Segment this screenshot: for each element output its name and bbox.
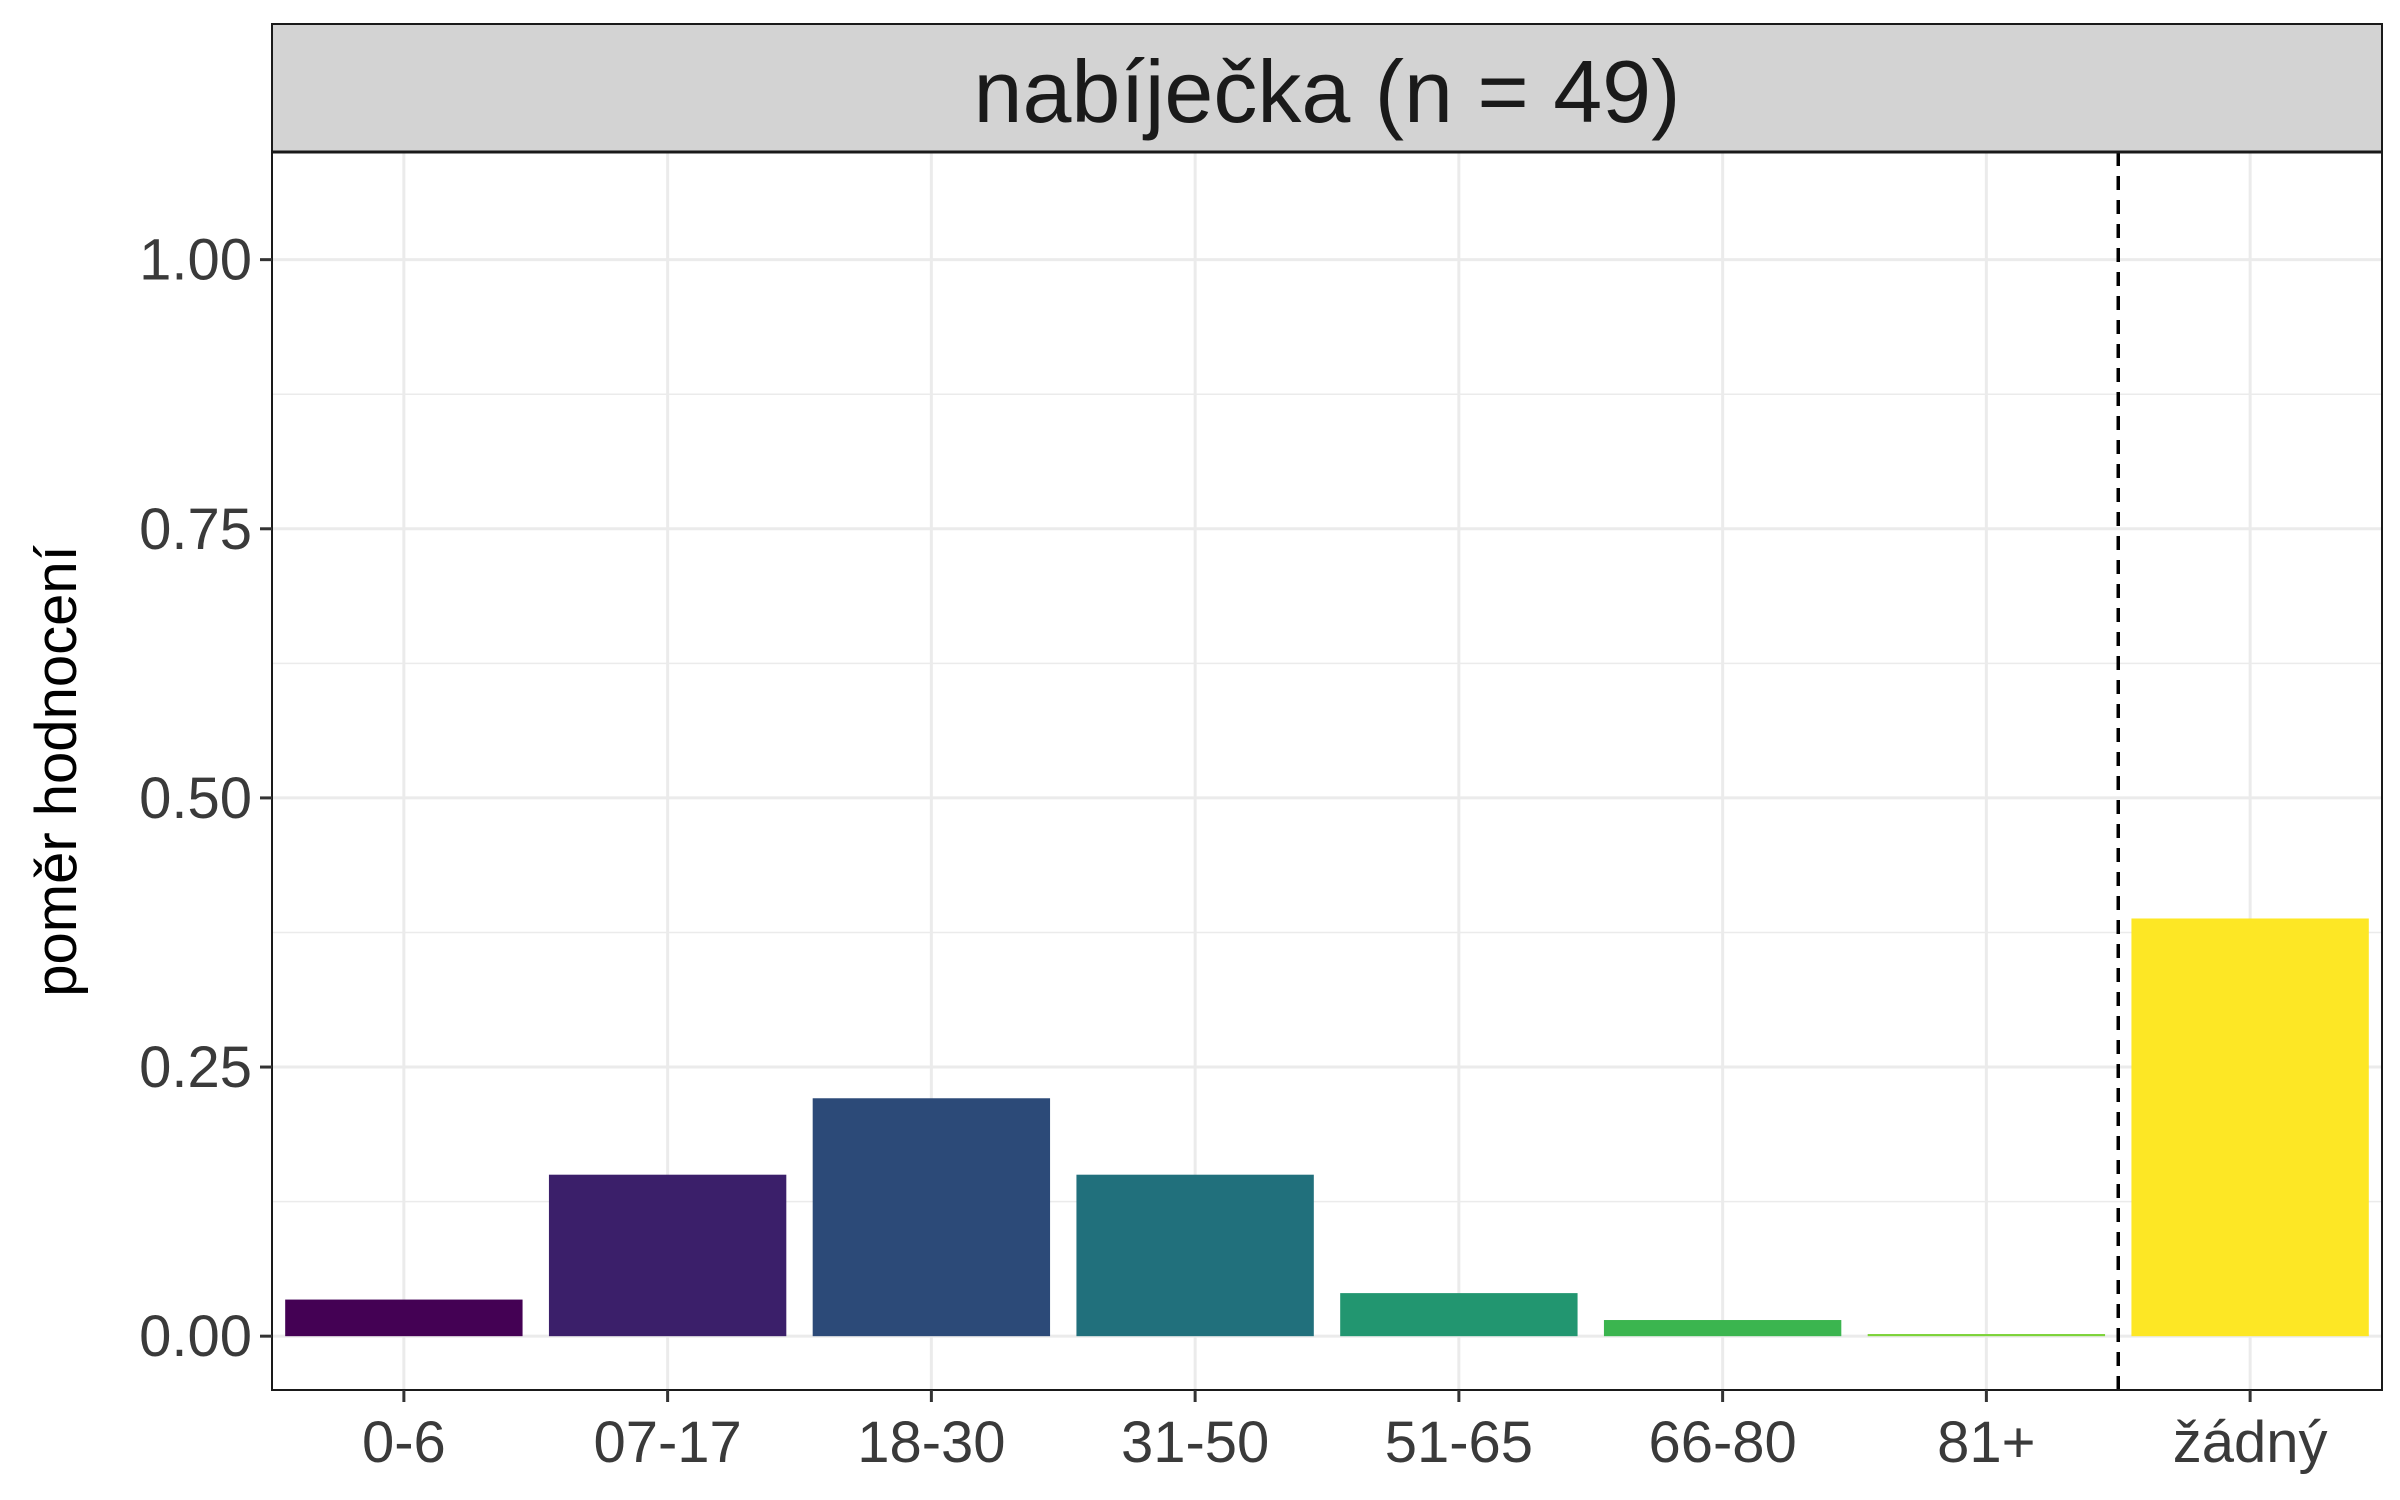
bars (285, 918, 2369, 1337)
panel-border (271, 23, 2383, 1391)
x-tick-label: 07-17 (593, 1410, 741, 1475)
bar-žádný (2131, 918, 2369, 1337)
x-tick-label: 18-30 (857, 1410, 1005, 1475)
y-tick-label: 0.50 (139, 766, 252, 831)
bar-51-65 (1340, 1293, 1578, 1337)
grid-lines (272, 152, 2382, 1390)
x-tick-label: 81+ (1937, 1410, 2035, 1475)
y-tick-label: 0.00 (139, 1304, 252, 1369)
bar-31-50 (1076, 1174, 1314, 1337)
bar-0-6 (285, 1299, 523, 1337)
x-axis: 0-6 07-17 18-30 31-50 51-65 66-80 81+ žádný (362, 1390, 2328, 1475)
x-tick-label: 66-80 (1648, 1410, 1796, 1475)
bar-18-30 (812, 1098, 1051, 1337)
x-tick-label: 51-65 (1385, 1410, 1533, 1475)
y-axis: 0.00 0.25 0.50 0.75 1.00 (139, 228, 272, 1369)
x-tick-label: žádný (2173, 1410, 2328, 1475)
facet-title: nabíječka (n = 49) (974, 42, 1681, 141)
bar-66-80 (1603, 1320, 1842, 1337)
y-tick-label: 0.25 (139, 1035, 252, 1100)
facet-strip (271, 23, 2383, 153)
x-tick-label: 31-50 (1121, 1410, 1269, 1475)
x-tick-label: 0-6 (362, 1410, 446, 1475)
bar-81+ (1867, 1334, 2106, 1337)
bar-07-17 (548, 1174, 787, 1337)
y-tick-label: 0.75 (139, 497, 252, 562)
y-tick-label: 1.00 (139, 228, 252, 293)
y-axis-title: poměr hodnocení (24, 545, 89, 996)
